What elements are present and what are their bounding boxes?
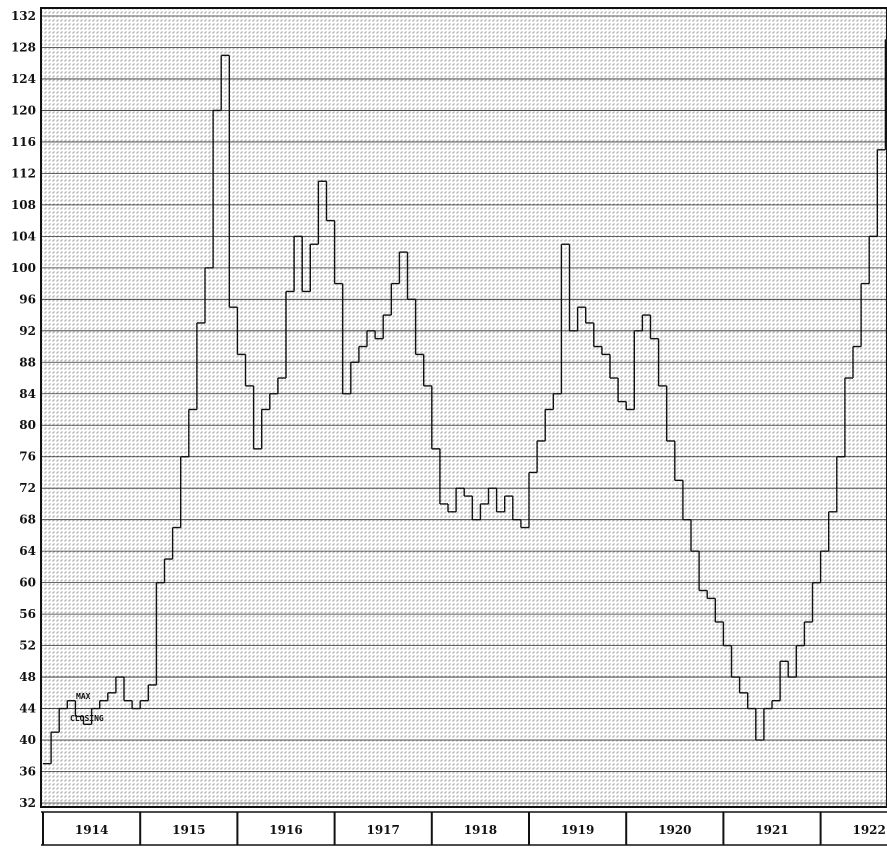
year-label: 1915 [172, 823, 205, 837]
year-label: 1916 [269, 823, 302, 837]
y-tick-label: 76 [19, 450, 36, 464]
x-axis: 1914 1915 1916 1917 1918 1919 1920 1921 1922 [41, 811, 887, 846]
y-tick-label: 84 [19, 387, 36, 401]
y-tick-label: 88 [19, 355, 36, 369]
y-tick-label: 48 [19, 670, 36, 684]
y-tick-label: 132 [11, 9, 36, 23]
y-tick-label: 80 [19, 418, 36, 432]
y-tick-label: 68 [19, 513, 36, 527]
year-label: 1918 [464, 823, 497, 837]
y-tick-label: 124 [11, 72, 36, 86]
year-label: 1919 [561, 823, 594, 837]
y-tick-label: 36 [19, 765, 36, 779]
y-tick-label: 120 [11, 103, 36, 117]
y-tick-label: 44 [19, 702, 36, 716]
y-tick-label: 92 [19, 324, 36, 338]
y-tick-label: 104 [11, 229, 36, 243]
y-tick-label: 60 [19, 576, 36, 590]
annotation-max: MAX [76, 692, 91, 701]
y-tick-label: 112 [11, 166, 36, 180]
y-tick-label: 56 [19, 607, 36, 621]
y-tick-label: 64 [19, 544, 36, 558]
y-tick-label: 72 [19, 481, 36, 495]
series-group [43, 38, 887, 765]
y-tick-label: 32 [19, 796, 36, 810]
y-tick-label: 40 [19, 733, 36, 747]
annotation-closing: CLOSING [70, 714, 104, 723]
y-tick-label: 52 [19, 639, 36, 653]
y-tick-label: 100 [11, 261, 36, 275]
year-label: 1922 [852, 823, 885, 837]
y-tick-label: 128 [11, 40, 36, 54]
y-axis: 132 128 124 120 116 112 108 104 100 96 92 88 84 80 76 7… [11, 9, 36, 810]
y-tick-label: 116 [11, 135, 36, 149]
y-tick-label: 96 [19, 292, 36, 306]
y-tick-label: 108 [11, 198, 36, 212]
year-label: 1921 [755, 823, 788, 837]
year-label: 1920 [658, 823, 691, 837]
series-layer [43, 38, 887, 765]
plot-frame [40, 7, 887, 808]
year-label: 1917 [366, 823, 399, 837]
year-label: 1914 [75, 823, 108, 837]
